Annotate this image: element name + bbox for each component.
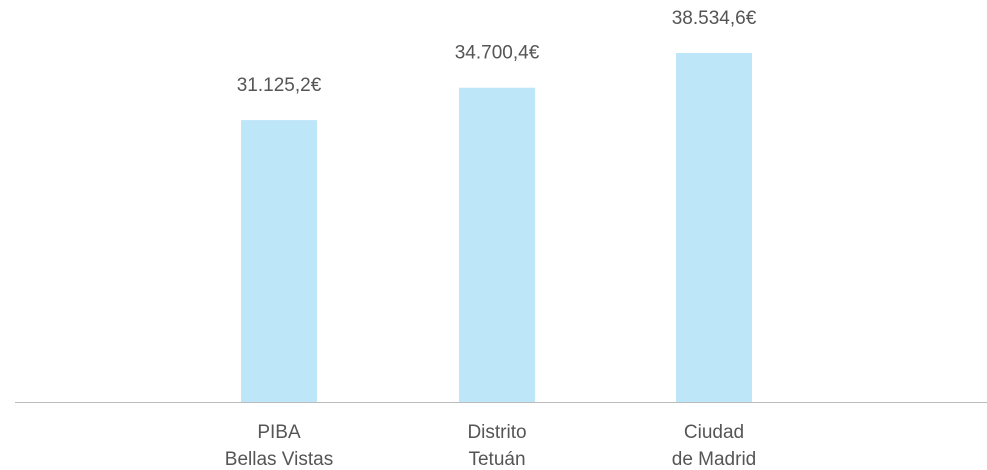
value-label: 34.700,4€: [455, 43, 540, 64]
bar: [676, 53, 752, 402]
bar: [459, 87, 535, 403]
bar: [241, 120, 317, 403]
x-tick-label: Tetuán: [468, 449, 525, 470]
value-label: 31.125,2€: [237, 75, 322, 96]
x-tick-label: Ciudad: [684, 422, 744, 443]
x-tick-label: de Madrid: [672, 449, 757, 470]
x-tick-label: PIBA: [257, 422, 301, 443]
value-label: 38.534,6€: [672, 8, 757, 29]
x-tick-label: Distrito: [467, 422, 526, 443]
x-tick-label: Bellas Vistas: [225, 449, 333, 470]
